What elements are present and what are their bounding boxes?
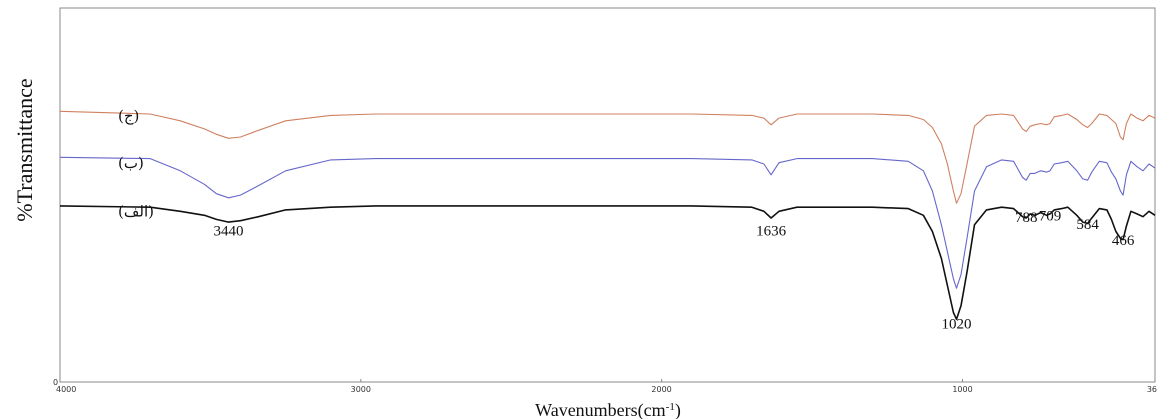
x-tick-label-3000: 3000 (351, 385, 371, 394)
x-tick-label-4000: 4000 (56, 385, 76, 394)
x-tick-label-1000: 1000 (952, 385, 972, 394)
peak-label-466: 466 (1112, 233, 1135, 249)
x-axis-label-sup: -1 (666, 401, 675, 413)
series-line-3 (59, 205, 1156, 321)
curve-label-3: (الف) (118, 203, 154, 221)
peak-annotation-layer: 3440 1636 1020 788 709 584 466 (214, 209, 1135, 333)
series-line-1 (59, 110, 1156, 204)
peak-label-1636: 1636 (756, 224, 787, 240)
y-axis-label: %Transmittance (12, 78, 37, 221)
peak-label-788: 788 (1015, 210, 1038, 226)
x-tick-label-2000: 2000 (651, 385, 671, 394)
y-axis-zero-tick: 0 (53, 378, 58, 387)
series-layer (59, 110, 1156, 321)
series-line-2 (59, 156, 1156, 289)
x-tick-label-36: 36 (1147, 385, 1157, 394)
x-axis-label: Wavenumbers(cm-1) (535, 400, 681, 419)
x-axis-label-close: ) (675, 400, 681, 419)
curve-label-1: (ج) (118, 107, 139, 125)
peak-label-709: 709 (1039, 209, 1062, 225)
x-axis-label-main: Wavenumbers(cm (535, 400, 666, 419)
curve-label-2: (ب) (118, 154, 144, 172)
peak-label-584: 584 (1076, 217, 1099, 233)
peak-label-3440: 3440 (214, 224, 244, 240)
curve-label-layer: (ج) (ب) (الف) (118, 107, 154, 221)
peak-label-1020: 1020 (942, 317, 972, 333)
plot-frame (59, 7, 1156, 383)
x-tick-layer: 4000 3000 2000 1000 36 (56, 379, 1157, 394)
